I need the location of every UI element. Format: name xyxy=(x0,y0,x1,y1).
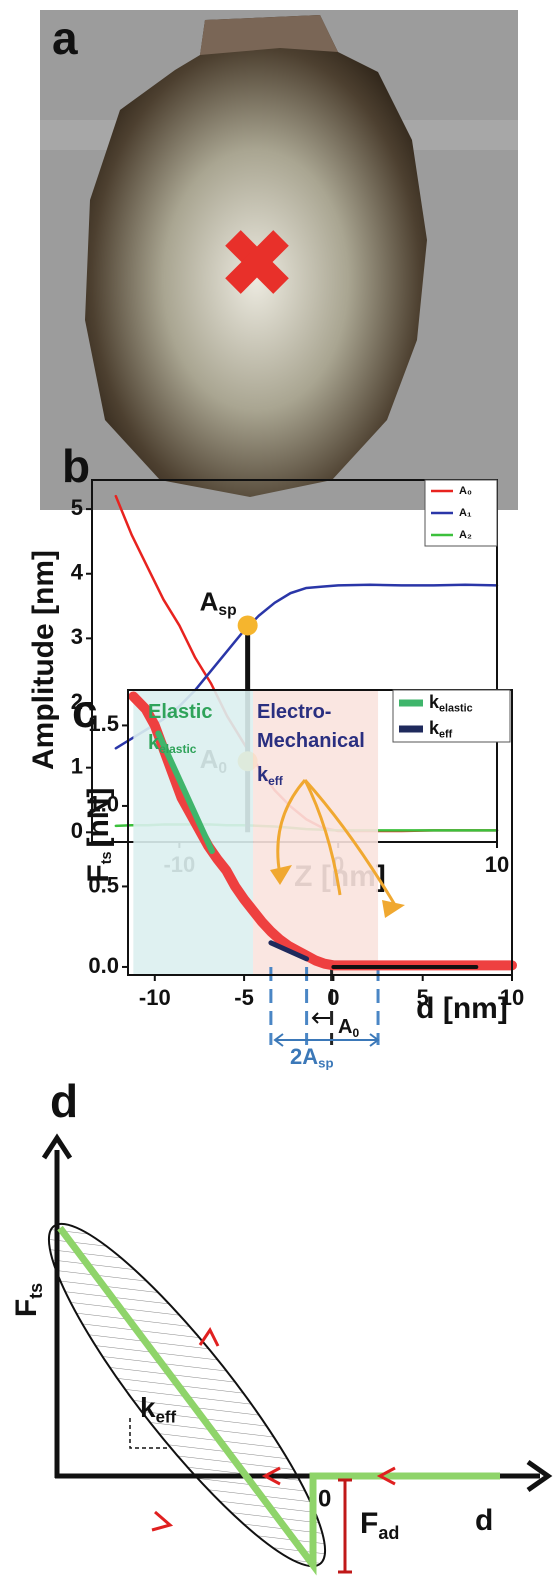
annotation: Electro- xyxy=(257,701,331,723)
cross-bar xyxy=(225,230,289,294)
y-tick-label: 3 xyxy=(71,624,83,649)
target-cross xyxy=(225,230,289,294)
legend-label-main: k xyxy=(429,692,440,712)
y-tick-label: 4 xyxy=(71,560,84,585)
panel-label: b xyxy=(62,440,90,492)
x-axis-label: d xyxy=(475,1504,493,1537)
annotation: kelastic xyxy=(148,732,197,756)
annotation-main: Electro- xyxy=(257,701,331,723)
y-tick-label: 0 xyxy=(71,818,83,843)
annotation-main: 2A xyxy=(290,1044,318,1069)
x-tick-label: 0 xyxy=(327,985,339,1010)
annotation-sub: eff xyxy=(268,774,284,788)
region xyxy=(133,690,254,975)
force-curve xyxy=(57,1225,500,1576)
cell-top xyxy=(200,15,338,55)
y-axis-label-main: F xyxy=(10,1299,43,1317)
legend-label: A₂ xyxy=(459,529,472,541)
y-axis-label: Fts [nN] xyxy=(82,787,115,882)
panel-label: d xyxy=(50,1075,78,1127)
annotation: Mechanical xyxy=(257,730,365,752)
annotation: A0 xyxy=(338,1016,359,1040)
legend-label-main: k xyxy=(429,718,440,738)
adhesion-label: Fad xyxy=(360,1507,399,1543)
panel-label: c xyxy=(72,685,98,737)
annotation: Elastic xyxy=(148,701,212,723)
span-arrow xyxy=(273,1033,380,1047)
data-line xyxy=(155,730,215,855)
marker-label: Asp xyxy=(200,586,237,619)
annotation-sub: sp xyxy=(318,1056,333,1071)
y-axis-label-sub: ts xyxy=(26,1283,46,1299)
slope-label: keff xyxy=(140,1392,176,1426)
axis-arrow xyxy=(41,1133,73,1160)
y-tick-label: 0.5 xyxy=(88,872,119,897)
x-tick-label: -10 xyxy=(139,985,171,1010)
adhesion-label-sub: ad xyxy=(378,1523,399,1543)
annotation: keff xyxy=(257,764,284,788)
arrow-head xyxy=(270,865,405,918)
annotation-main: k xyxy=(257,764,269,786)
direction-arrow xyxy=(151,1327,396,1532)
legend-box xyxy=(392,689,511,743)
legend-label: A₀ xyxy=(459,485,472,497)
panel-a: a xyxy=(40,10,518,510)
annotation-main: A xyxy=(338,1016,352,1038)
curved-arrow xyxy=(276,778,397,906)
x-tick-label: -5 xyxy=(234,985,254,1010)
marker-label-main: A xyxy=(200,586,219,616)
annotation-main: Elastic xyxy=(148,701,212,723)
adhesion-bar xyxy=(338,1478,352,1574)
annotation-main: Mechanical xyxy=(257,730,365,752)
annotation-main: k xyxy=(148,732,160,754)
slope-label-sub: eff xyxy=(156,1408,177,1427)
legend-label: A₁ xyxy=(459,507,472,519)
y-axis-label: Fts xyxy=(10,1283,46,1317)
y-axis-label-sub: ts xyxy=(99,851,115,864)
annotation-sub: elastic xyxy=(159,742,197,756)
marker-label-sub: sp xyxy=(218,602,236,619)
data-line xyxy=(268,940,310,962)
slope-triangle xyxy=(129,1418,170,1449)
axis-arrow xyxy=(526,1459,553,1493)
annotation-sub: 0 xyxy=(352,1026,359,1040)
x-tick-label: 10 xyxy=(485,852,509,877)
y-tick-label: 0.0 xyxy=(88,953,119,978)
y-tick-label: 1.5 xyxy=(88,711,119,736)
span-arrow xyxy=(311,1012,330,1024)
marker xyxy=(237,615,258,636)
y-tick-label: 1.0 xyxy=(88,792,119,817)
panel-label: a xyxy=(52,12,78,64)
y-tick-label: 5 xyxy=(71,495,83,520)
legend-label-sub: eff xyxy=(439,728,453,740)
y-tick-label: 2 xyxy=(71,689,83,714)
annotation: 2Asp xyxy=(290,1044,334,1071)
adhesion-label-main: F xyxy=(360,1507,378,1540)
legend-label: keff xyxy=(429,718,453,741)
origin-label: 0 xyxy=(318,1485,331,1512)
legend-label: kelastic xyxy=(429,692,473,715)
y-axis-label-suffix: [nN] xyxy=(82,787,115,847)
y-tick-label: 1 xyxy=(71,753,83,778)
y-axis-label: Amplitude [nm] xyxy=(27,550,60,770)
x-axis-label: d [nm] xyxy=(416,992,508,1025)
x-tick-label: 10 xyxy=(500,985,524,1010)
x-tick-label: 5 xyxy=(417,985,429,1010)
y-axis-label-main: F xyxy=(82,864,115,882)
legend-label-sub: elastic xyxy=(439,702,473,714)
slope-label-main: k xyxy=(140,1392,156,1423)
panel-d xyxy=(41,1133,553,1576)
plot-frame xyxy=(127,689,513,976)
hysteresis-loop xyxy=(47,1222,327,1568)
